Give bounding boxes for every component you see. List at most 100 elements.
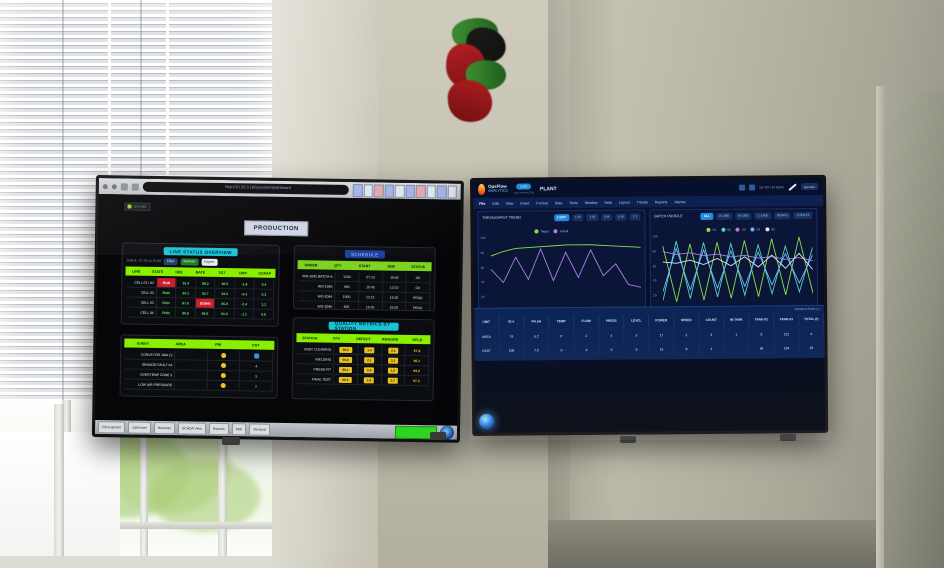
left-dashboard: ONLINE PRODUCTION LINE STATUS OVERVIEW S… bbox=[95, 194, 461, 426]
table-cell: EAST bbox=[474, 343, 500, 358]
tab-range[interactable]: 1 Y bbox=[629, 213, 641, 221]
chart-title: BATCH PROFILE bbox=[654, 214, 683, 219]
priority-dot-icon bbox=[220, 372, 227, 379]
live-toggle[interactable]: LIVE auto refresh 30s bbox=[513, 183, 535, 195]
app-logo[interactable]: OpsFlow ANALYTICS bbox=[478, 183, 508, 195]
series-Target bbox=[490, 244, 641, 257]
menu-bar[interactable]: File Edit View Insert Format Data Tools … bbox=[473, 194, 824, 209]
taskbar-item[interactable]: Mail bbox=[231, 423, 247, 436]
filter-button[interactable]: Filter bbox=[163, 257, 178, 265]
table-cell: 66 bbox=[749, 341, 775, 356]
menu-item[interactable]: File bbox=[479, 201, 486, 206]
user-chip[interactable]: operator bbox=[800, 182, 819, 191]
tab-range[interactable]: 1 M bbox=[586, 213, 598, 221]
back-arrow-icon[interactable] bbox=[102, 183, 108, 189]
series-S5 bbox=[662, 252, 814, 270]
taskbar-item[interactable]: Terminal bbox=[248, 423, 270, 436]
table-row[interactable]: EAST 108 7.0 0 3 0 6 19 8 4 66 104 22 bbox=[474, 340, 825, 358]
table-header: LINE STATE OEE RATE TGT DIFF SCRAP bbox=[125, 266, 276, 278]
brand-sub: ANALYTICS bbox=[488, 188, 508, 193]
column-header: COUNT bbox=[699, 313, 725, 329]
table-cell: 2 bbox=[674, 328, 700, 343]
tab-series[interactable]: EVENTS bbox=[793, 211, 813, 219]
table-row[interactable]: CELL 04 RUN 90.8 89.9 91.0 -1.1 0.6 bbox=[125, 307, 274, 320]
table-cell: P bbox=[549, 329, 575, 344]
table-cell: 6.2 bbox=[524, 329, 550, 344]
refresh-button[interactable]: Refresh bbox=[180, 257, 199, 266]
column-header: TANK-03 bbox=[774, 313, 800, 328]
table-header: STATION FPY DEFECT REWORK YIELD bbox=[296, 333, 431, 345]
door[interactable] bbox=[884, 92, 944, 568]
column-header: LEVEL bbox=[624, 314, 650, 329]
grid-icon[interactable] bbox=[739, 184, 746, 191]
menu-item[interactable]: Insert bbox=[520, 200, 530, 206]
right-display-mount bbox=[620, 436, 636, 443]
table-row[interactable]: WO-1045 600 16:35 18:05 PEND bbox=[297, 301, 431, 312]
reload-icon[interactable] bbox=[120, 182, 128, 191]
bell-icon[interactable] bbox=[749, 184, 756, 191]
taskbar-item[interactable]: SCADA View bbox=[178, 422, 206, 435]
home-icon[interactable] bbox=[131, 183, 139, 191]
assistant-orb-icon[interactable] bbox=[479, 413, 495, 429]
menu-item[interactable]: Tools bbox=[569, 200, 578, 205]
refresh-note: auto refresh 30s bbox=[513, 190, 535, 195]
tab-series[interactable]: A-LINE bbox=[715, 212, 733, 220]
series-tabs[interactable]: ALL A-LINE B-LINE C-LINE PEAKS EVENTS bbox=[700, 211, 813, 220]
taskbar-item[interactable]: Reports bbox=[208, 422, 229, 436]
taskbar-item[interactable]: Historian bbox=[153, 421, 176, 435]
table-cell: 1 bbox=[724, 327, 750, 342]
column-header: IN-TANK bbox=[724, 313, 750, 328]
table-row[interactable]: FINAL TEST 95.5 1.8 2.7 97.2 bbox=[296, 374, 429, 387]
table-cell: 108 bbox=[499, 343, 525, 358]
menu-item[interactable]: Format bbox=[536, 200, 548, 205]
forward-arrow-icon[interactable] bbox=[111, 183, 117, 189]
column-header: TANK-02 bbox=[749, 313, 775, 328]
tab-range[interactable]: 3 M bbox=[600, 213, 613, 221]
table-cell: 4 bbox=[699, 341, 725, 357]
tab-series[interactable]: C-LINE bbox=[754, 211, 771, 220]
url-bar[interactable]: http://10.20.3.18/opcenter/dashboard bbox=[142, 181, 349, 195]
tab-range[interactable]: 1 DAY bbox=[553, 213, 569, 221]
menu-item[interactable]: Trends bbox=[636, 199, 648, 205]
tab-series[interactable]: B-LINE bbox=[735, 212, 752, 220]
line-status-panel: LINE STATUS OVERVIEW Shift A - 07:00 to … bbox=[120, 242, 280, 327]
menu-item[interactable]: Help bbox=[604, 200, 612, 205]
throughput-trend-chart: THROUGHPUT TREND 1 DAY 1 W 1 M 3 M 6 M 1… bbox=[477, 209, 647, 329]
tab-series[interactable]: ALL bbox=[700, 212, 713, 220]
window-sill bbox=[0, 556, 272, 568]
menu-item[interactable]: Alarms bbox=[674, 199, 686, 204]
column-header: POWER bbox=[649, 314, 675, 329]
left-display[interactable]: http://10.20.3.18/opcenter/dashboard ONL… bbox=[91, 175, 464, 443]
export-button[interactable]: Export bbox=[201, 258, 218, 266]
right-display-mount-2 bbox=[780, 434, 796, 441]
tab-series[interactable]: PEAKS bbox=[773, 211, 791, 219]
tab-range[interactable]: 1 W bbox=[571, 213, 584, 221]
menu-item[interactable]: Reports bbox=[654, 199, 668, 204]
range-tabs[interactable]: 1 DAY 1 W 1 M 3 M 6 M 1 Y bbox=[553, 213, 641, 221]
bookmark-strip[interactable] bbox=[352, 183, 457, 199]
taskbar-item[interactable]: File Explorer bbox=[97, 421, 126, 434]
menu-item[interactable]: Data bbox=[554, 200, 563, 205]
tab-range[interactable]: 6 M bbox=[615, 213, 627, 221]
chart-title: THROUGHPUT TREND bbox=[482, 215, 521, 220]
menu-item[interactable]: View bbox=[505, 201, 514, 206]
table-cell: 2 bbox=[574, 328, 600, 344]
edit-pencil-icon[interactable] bbox=[788, 183, 797, 191]
url-text: http://10.20.3.18/opcenter/dashboard bbox=[225, 184, 291, 191]
menu-item[interactable]: Window bbox=[584, 200, 598, 205]
table-cell: 104 bbox=[774, 341, 800, 356]
left-display-mount-2 bbox=[430, 432, 446, 440]
column-header: UNIT bbox=[474, 315, 500, 330]
status-dot-icon bbox=[127, 204, 132, 209]
list-item[interactable]: LOW AIR PRESSURE 2 bbox=[124, 379, 273, 392]
series-S2 bbox=[662, 240, 814, 301]
column-header: PRESS bbox=[599, 314, 625, 329]
menu-item[interactable]: Layout bbox=[618, 200, 630, 205]
table-header: EVENT AREA PRI CNT bbox=[124, 338, 275, 350]
alarm-queue-panel: EVENT AREA PRI CNT CONVEYOR JAM 12 bbox=[119, 334, 279, 399]
table-cell: 8 bbox=[749, 327, 775, 342]
menu-item[interactable]: Edit bbox=[492, 201, 499, 206]
right-display[interactable]: OpsFlow ANALYTICS LIVE auto refresh 30s … bbox=[470, 174, 829, 436]
taskbar-item[interactable]: OpCenter bbox=[127, 421, 151, 434]
priority-dot-icon bbox=[220, 382, 226, 389]
